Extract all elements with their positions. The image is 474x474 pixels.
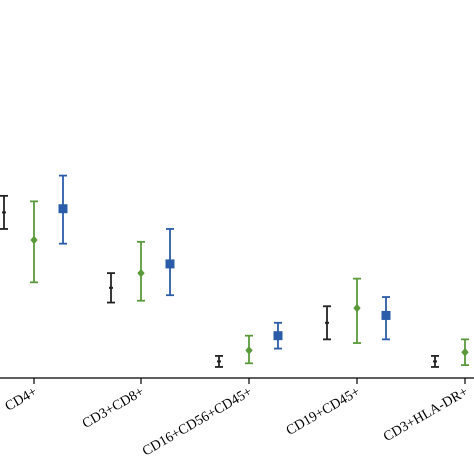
- x-tick-label-0: CD4+: [3, 384, 40, 414]
- series-0: [0, 194, 439, 368]
- x-tick-label-3: CD19+CD45+: [284, 384, 363, 438]
- x-tick-label-2: CD16+CD56+CD45+: [140, 384, 255, 459]
- series-1: [30, 200, 469, 367]
- x-tick-label-4: CD3+HLA-DR+: [381, 384, 471, 445]
- data-point-1-0: [30, 235, 38, 245]
- data-point-2-3: [381, 310, 391, 320]
- x-axis-tick-labels: CD4+ CD3+CD8+CD16+CD56+CD45+ CD19+CD45+ CD3…: [3, 384, 471, 459]
- x-axis-ticks: [33, 378, 466, 384]
- data-point-2-0: [58, 204, 68, 214]
- plot-area: [0, 174, 469, 368]
- series-2: [58, 174, 391, 350]
- data-point-2-2: [273, 331, 283, 341]
- x-tick-label-1: CD3+CD8+: [80, 384, 147, 431]
- data-point-1-1: [137, 268, 145, 278]
- data-point-2-1: [165, 259, 175, 269]
- data-point-1-2: [245, 346, 253, 355]
- data-point-1-4: [461, 347, 469, 357]
- data-point-1-3: [353, 303, 361, 313]
